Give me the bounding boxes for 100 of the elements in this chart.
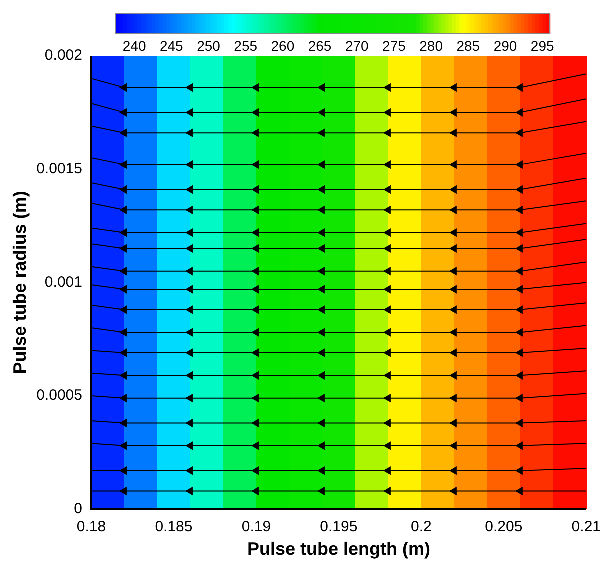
point (186, 487, 193, 496)
point (384, 419, 391, 428)
point (252, 487, 259, 496)
point (318, 349, 325, 357)
point (384, 160, 391, 169)
point (186, 108, 193, 117)
point (186, 349, 193, 357)
point (120, 84, 127, 92)
point (318, 244, 325, 253)
point (384, 349, 391, 357)
point (186, 442, 193, 450)
color-bar-label: 245 (160, 38, 184, 54)
point (516, 286, 523, 294)
point (384, 394, 391, 402)
point (384, 244, 391, 253)
point (252, 186, 259, 194)
point (252, 267, 259, 276)
point (384, 129, 391, 138)
point (252, 206, 259, 214)
color-bar-label: 280 (420, 38, 444, 54)
x-axis-title: Pulse tube length (m) (247, 539, 430, 560)
x-tick-label: 0.185 (155, 518, 193, 536)
point (450, 84, 457, 92)
point (252, 349, 259, 357)
point (120, 419, 127, 428)
point (186, 160, 193, 169)
color-bar-label: 275 (382, 38, 406, 54)
point (186, 466, 193, 475)
point (384, 84, 391, 92)
point (120, 186, 127, 194)
point (384, 306, 391, 314)
y-tick-label: 0.002 (44, 47, 82, 64)
point (516, 349, 523, 357)
point (120, 267, 127, 276)
point (252, 306, 259, 314)
point (120, 349, 127, 357)
color-bar-label: 265 (308, 38, 332, 54)
point (450, 306, 457, 314)
point (516, 328, 523, 337)
point (450, 108, 457, 117)
point (252, 84, 259, 92)
point (318, 267, 325, 276)
point (450, 186, 457, 194)
color-bar-label: 295 (530, 38, 554, 54)
point (318, 84, 325, 92)
point (186, 419, 193, 428)
color-bar-label: 240 (122, 38, 146, 54)
point (450, 349, 457, 357)
point (384, 286, 391, 294)
color-bar-label: 260 (271, 38, 295, 54)
point (186, 186, 193, 194)
x-tick-label: 0.18 (76, 518, 106, 536)
y-tick-label: 0.0015 (36, 160, 82, 178)
point (186, 84, 193, 92)
point (450, 160, 457, 169)
point (186, 206, 193, 214)
point (252, 419, 259, 428)
point (384, 442, 391, 450)
point (450, 206, 457, 214)
point (516, 160, 523, 169)
point (120, 228, 127, 237)
point (384, 186, 391, 194)
point (120, 372, 127, 380)
x-tick-label: 0.19 (242, 518, 272, 536)
point (120, 108, 127, 117)
color-bar-label: 255 (234, 38, 258, 54)
y-tick-label: 0.0005 (36, 387, 82, 404)
point (120, 394, 127, 402)
point (252, 129, 259, 138)
point (318, 160, 325, 169)
point (384, 328, 391, 337)
color-bar-label: 290 (494, 38, 518, 54)
point (120, 286, 127, 294)
point (120, 306, 127, 314)
point (450, 129, 457, 138)
point (120, 244, 127, 253)
point (384, 206, 391, 214)
x-tick-label: 0.205 (485, 518, 523, 536)
point (516, 129, 523, 138)
point (252, 108, 259, 117)
point (450, 244, 457, 253)
point (186, 372, 193, 380)
point (450, 267, 457, 276)
point (450, 286, 457, 294)
point (384, 228, 391, 237)
point (186, 244, 193, 253)
point (516, 186, 523, 194)
point (516, 206, 523, 214)
point (516, 306, 523, 314)
point (318, 206, 325, 214)
point (516, 108, 523, 117)
point (318, 466, 325, 475)
color-bar-label: 270 (345, 38, 370, 54)
point (516, 267, 523, 276)
point (120, 466, 127, 475)
point (252, 328, 259, 337)
point (450, 419, 457, 428)
point (516, 228, 523, 237)
point (516, 372, 523, 380)
point (318, 228, 325, 237)
